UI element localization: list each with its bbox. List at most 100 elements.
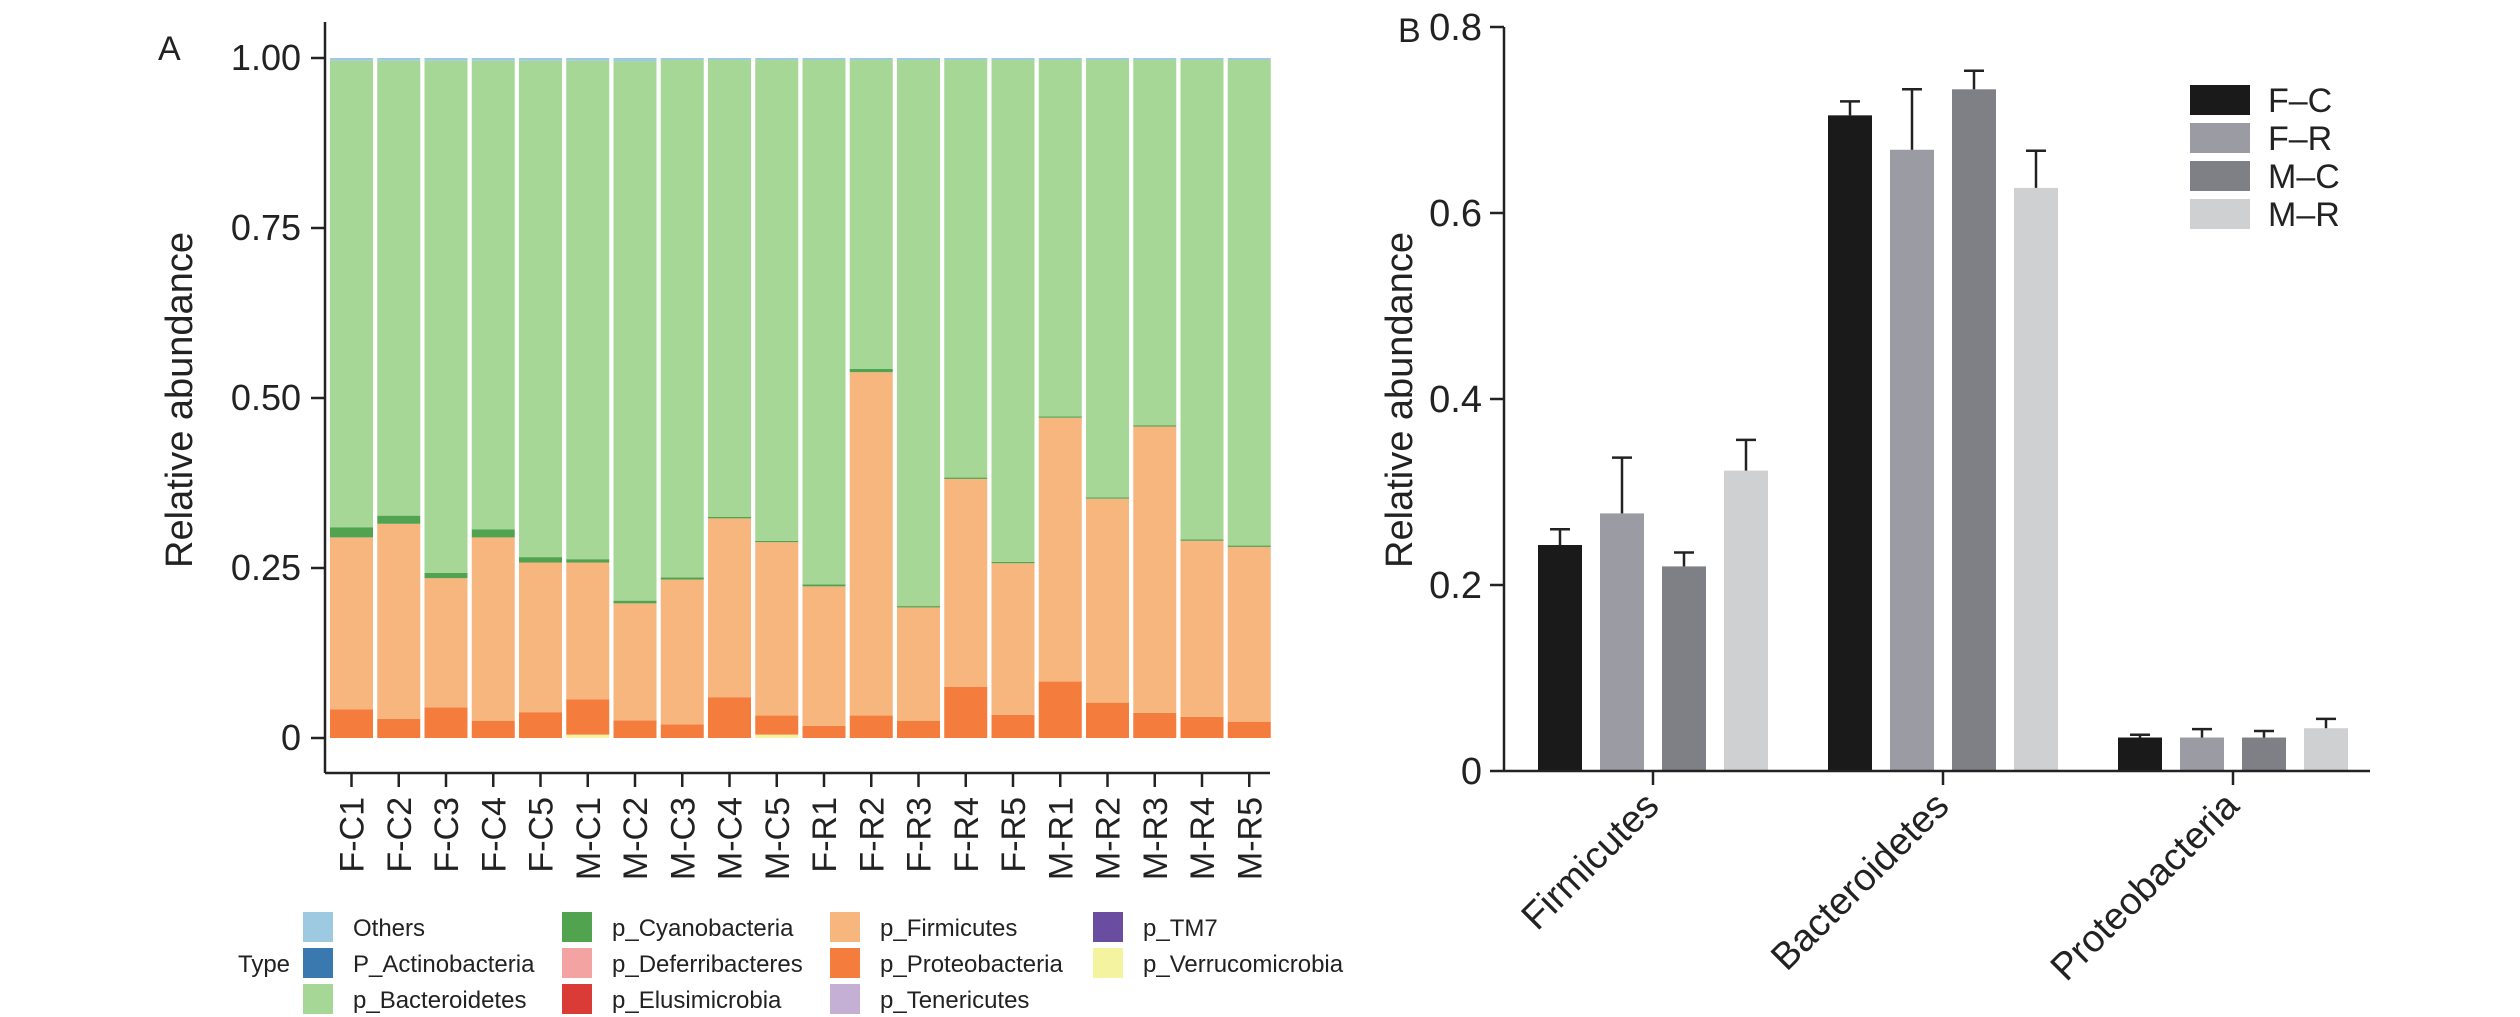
bar-f-r1-p-cyanobacteria (802, 584, 846, 587)
bar-m-c1-p-bacteroidetes (566, 60, 610, 560)
bar-m-r4-others (1180, 58, 1224, 61)
bar-m-c2-others (613, 58, 657, 62)
bar-m-r2-p-bacteroidetes (1086, 60, 1129, 498)
bar-m-r3-p-cyanobacteria (1133, 425, 1177, 427)
panel-a-x-tick-label: F-C2 (381, 797, 419, 873)
panel-a-x-tick-label: M-R4 (1184, 797, 1222, 880)
panel-b-x-tick-label: Firmicutes (1514, 785, 1668, 939)
bar-m-r3-p-firmicutes (1133, 426, 1177, 713)
bar-f-r1-p-bacteroidetes (802, 60, 846, 585)
bar-m-r1-p-bacteroidetes (1038, 60, 1082, 417)
bar-f-c3-p-bacteroidetes (424, 60, 468, 573)
bar-f-c1-p-cyanobacteria (330, 527, 373, 538)
panel-a-x-tick-label: F-C4 (475, 797, 513, 873)
bar-m-c3-p-proteobacteria (660, 724, 704, 738)
bar-f-r5-p-proteobacteria (991, 714, 1035, 738)
bar-m-r5-p-firmicutes (1227, 546, 1271, 722)
bar-f-c4-p-proteobacteria (471, 721, 515, 738)
panel-a-x-tick-label: M-C3 (664, 797, 702, 880)
legend-swatch-p-deferribacteres (562, 948, 592, 978)
bar-f-c5-p-firmicutes (519, 562, 562, 713)
bar-proteobacteria-f-r (2180, 737, 2224, 771)
bar-f-r5-p-cyanobacteria (991, 561, 1035, 564)
panel-a-letter: A (158, 30, 181, 68)
bar-f-r5-others (991, 58, 1035, 61)
bar-f-c2-p-cyanobacteria (377, 515, 421, 524)
bar-m-c4-p-bacteroidetes (708, 60, 751, 517)
bar-f-r4-others (944, 58, 988, 61)
bar-firmicutes-f-c (1538, 545, 1582, 771)
panel-a-y-tick-label: 0 (281, 717, 301, 758)
bar-f-r2-others (849, 58, 893, 61)
legend-label-m-r: M–R (2268, 196, 2340, 234)
bar-bacteroidetes-f-r (1890, 149, 1934, 771)
legend-swatch-m-c (2190, 161, 2250, 191)
bar-bacteroidetes-m-c (1952, 89, 1996, 771)
panel-a-x-tick-label: M-C4 (712, 797, 750, 880)
bar-f-r4-p-bacteroidetes (944, 60, 988, 478)
bar-m-r3-p-proteobacteria (1133, 712, 1177, 738)
bar-proteobacteria-f-c (2118, 737, 2162, 771)
legend-label-p-cyanobacteria: p_Cyanobacteria (612, 915, 794, 942)
bar-f-r2-p-bacteroidetes (849, 60, 893, 369)
bar-m-c3-p-bacteroidetes (660, 60, 704, 578)
bar-m-r4-p-firmicutes (1180, 540, 1224, 717)
bar-m-c4-others (708, 58, 751, 61)
bar-m-c4-p-firmicutes (708, 518, 751, 698)
bar-m-r5-p-bacteroidetes (1227, 60, 1271, 546)
legend-swatch-f-r (2190, 123, 2250, 153)
legend-label-p-tm7: p_TM7 (1143, 915, 1218, 942)
bar-f-c5-p-cyanobacteria (519, 557, 562, 563)
panel-b-y-tick-label: 0 (1461, 751, 1482, 793)
panel-b-grouped-bar-chart: B Relative abundance 0 0.2 0.4 0.6 0.8 Firmic… (1379, 7, 2370, 989)
bar-m-r5-p-cyanobacteria (1227, 545, 1271, 547)
bar-m-r1-p-firmicutes (1038, 417, 1082, 682)
panel-a-y-tick-label: 0.25 (231, 547, 301, 588)
bar-m-c1-others (566, 58, 610, 61)
legend-swatch-p-proteobacteria (830, 948, 860, 978)
bar-f-c4-others (471, 58, 515, 61)
bar-m-c3-p-cyanobacteria (660, 577, 704, 580)
panel-a-x-tick-label: F-C5 (523, 797, 561, 873)
bar-m-c2-p-firmicutes (613, 603, 657, 721)
bar-f-r1-others (802, 58, 846, 61)
bar-m-r1-others (1038, 58, 1082, 61)
bar-firmicutes-f-r (1600, 513, 1644, 771)
bar-f-c1-p-proteobacteria (330, 709, 373, 738)
panel-a-x-tick-label: M-C2 (617, 797, 655, 880)
bar-f-r1-p-firmicutes (802, 586, 846, 726)
bar-m-c1-p-cyanobacteria (566, 559, 610, 563)
bar-f-r3-p-firmicutes (897, 607, 940, 721)
legend-swatch-f-c (2190, 85, 2250, 115)
bar-f-c1-others (330, 58, 373, 61)
legend-swatch-m-r (2190, 199, 2250, 229)
bar-m-r2-p-proteobacteria (1086, 702, 1129, 738)
panel-b-x-tick-label: Bacteroidetes (1763, 785, 1957, 979)
bar-f-c3-p-proteobacteria (424, 707, 468, 738)
panel-b-x-tick-label: Proteobacteria (2043, 784, 2248, 989)
panel-a-x-tick-label: F-R1 (806, 797, 844, 873)
bar-m-c1-p-verrucomicrobia (566, 734, 610, 738)
panel-b-y-tick-label: 0.8 (1429, 7, 1482, 49)
bar-f-c1-p-bacteroidetes (330, 60, 373, 528)
bar-f-c2-p-bacteroidetes (377, 60, 421, 516)
panel-b-y-axis-label: Relative abundance (1379, 232, 1421, 568)
bar-f-r5-p-bacteroidetes (991, 60, 1035, 562)
legend-label-f-r: F–R (2268, 120, 2332, 158)
bar-m-c5-p-bacteroidetes (755, 60, 799, 541)
legend-label-p-tenericutes: p_Tenericutes (880, 987, 1029, 1014)
legend-label-p-firmicutes: p_Firmicutes (880, 915, 1017, 942)
legend-label-p-proteobacteria: p_Proteobacteria (880, 951, 1063, 978)
bar-m-r3-p-bacteroidetes (1133, 60, 1177, 426)
bar-m-c3-p-firmicutes (660, 579, 704, 725)
panel-a-x-tick-label: M-R1 (1042, 797, 1080, 880)
legend-label-p-deferribacteres: p_Deferribacteres (612, 951, 803, 978)
panel-a-x-tick-label: M-R3 (1137, 797, 1175, 880)
legend-swatch-p-bacteroidetes (303, 984, 333, 1014)
panel-b-legend: F–CF–RM–CM–R (2190, 82, 2340, 234)
bar-f-r3-p-bacteroidetes (897, 60, 940, 607)
bar-f-r4-p-cyanobacteria (944, 477, 988, 479)
legend-swatch-others (303, 912, 333, 942)
bar-m-r2-p-cyanobacteria (1086, 497, 1129, 499)
bar-f-r5-p-firmicutes (991, 563, 1035, 715)
